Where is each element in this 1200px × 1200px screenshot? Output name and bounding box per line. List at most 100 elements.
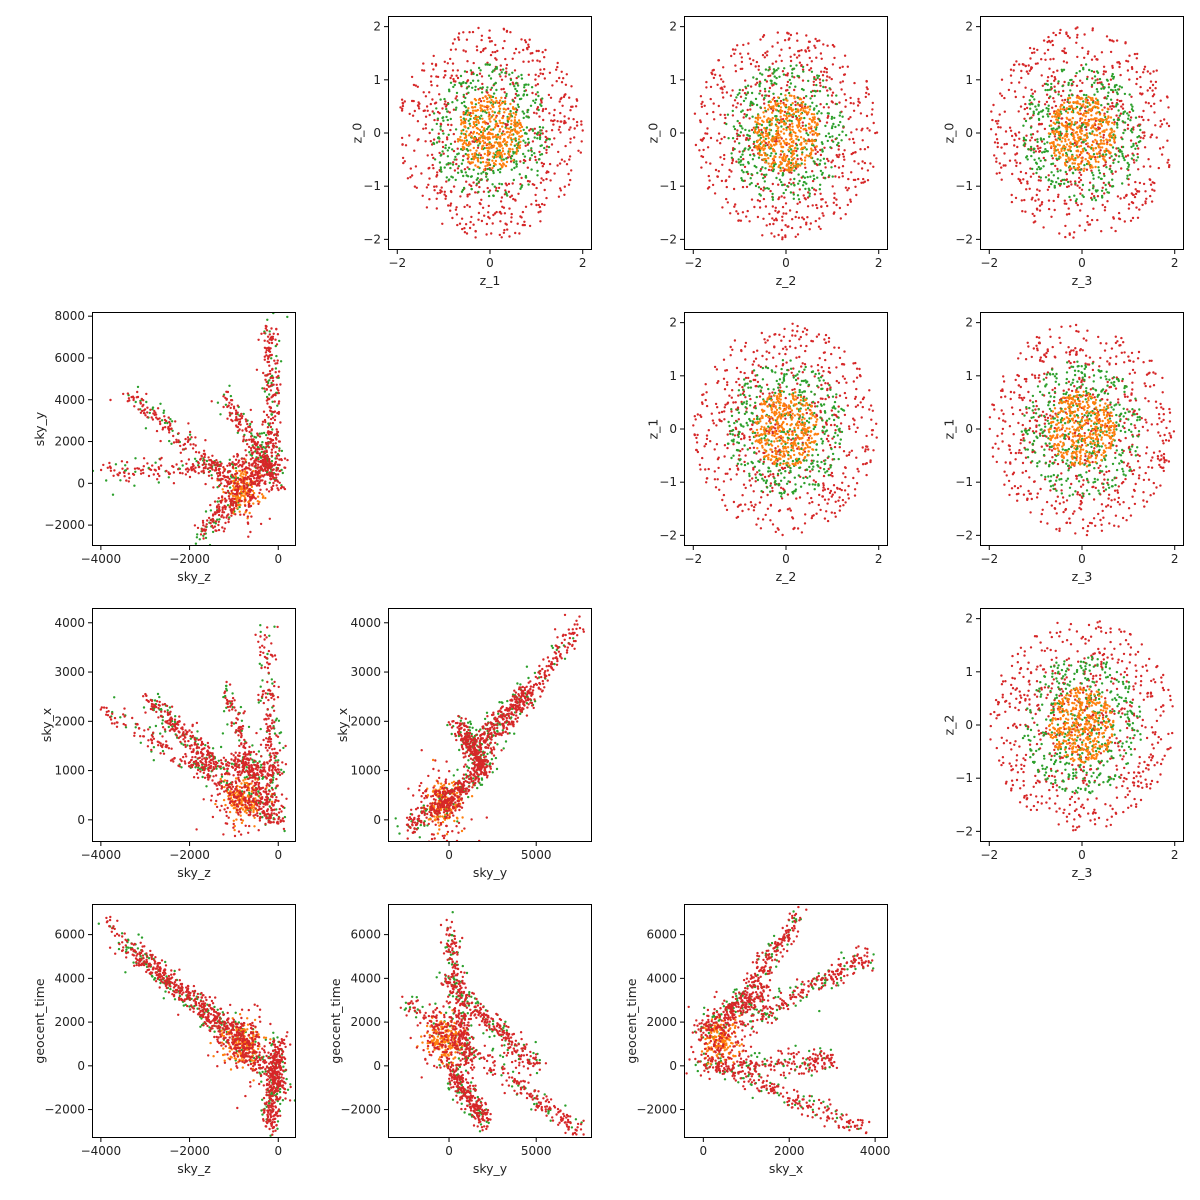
data-point <box>411 114 415 117</box>
data-point <box>780 149 783 153</box>
data-point <box>1100 119 1103 123</box>
data-point <box>1131 216 1135 220</box>
data-point <box>1062 89 1065 93</box>
data-point <box>850 171 853 174</box>
data-point <box>731 137 735 140</box>
data-point <box>1046 88 1050 92</box>
data-point <box>1127 117 1130 120</box>
data-point <box>456 171 460 174</box>
data-point <box>1159 125 1162 128</box>
data-point <box>493 212 497 215</box>
data-point <box>561 104 564 108</box>
data-point <box>1057 132 1061 136</box>
data-point <box>1056 143 1060 146</box>
data-point <box>1068 232 1071 235</box>
data-point <box>814 189 818 192</box>
data-point <box>764 94 767 97</box>
data-point <box>762 176 765 180</box>
data-point <box>568 158 571 161</box>
data-point <box>1113 140 1116 143</box>
data-point <box>276 404 279 407</box>
data-point <box>454 208 458 211</box>
data-point <box>1065 128 1069 131</box>
data-point <box>747 134 750 137</box>
data-point <box>1139 140 1142 143</box>
data-point <box>1087 111 1090 115</box>
data-point <box>808 56 811 60</box>
data-point <box>819 84 822 87</box>
data-point <box>1094 165 1097 169</box>
data-point <box>779 115 782 118</box>
data-point <box>752 76 755 79</box>
data-point <box>763 180 766 183</box>
data-point <box>791 125 794 128</box>
data-point <box>1112 161 1115 165</box>
data-point <box>575 120 579 124</box>
data-point <box>1072 80 1075 84</box>
data-point <box>1062 106 1066 109</box>
data-point <box>713 118 716 121</box>
data-point <box>481 160 485 164</box>
data-point <box>755 77 758 81</box>
data-point <box>523 83 526 87</box>
data-point <box>748 117 751 120</box>
data-point <box>799 126 803 130</box>
data-point <box>1013 144 1016 147</box>
data-point <box>1083 229 1087 232</box>
axes-frame <box>388 16 592 250</box>
data-point <box>1142 182 1146 186</box>
data-point <box>819 227 822 231</box>
data-point <box>725 122 728 126</box>
data-point <box>1030 51 1034 55</box>
data-point <box>1081 46 1084 50</box>
data-point <box>740 177 743 180</box>
data-point <box>1017 131 1021 134</box>
data-point <box>413 109 416 113</box>
data-point <box>830 117 833 121</box>
data-point <box>459 135 462 139</box>
data-point <box>513 52 516 55</box>
data-point <box>487 36 491 39</box>
data-point <box>1068 159 1071 162</box>
y-tick-label: 0 <box>373 126 381 140</box>
data-point <box>838 114 841 117</box>
data-point <box>833 165 837 168</box>
data-point <box>248 511 251 515</box>
data-point <box>501 47 505 50</box>
data-point <box>1052 127 1055 130</box>
data-point <box>806 175 809 179</box>
data-point <box>796 233 800 236</box>
data-point <box>773 81 776 85</box>
data-point <box>804 110 807 113</box>
data-points <box>989 26 1171 239</box>
data-point <box>1125 193 1128 197</box>
data-point <box>1105 147 1108 151</box>
data-point <box>524 205 528 208</box>
data-point <box>502 107 506 111</box>
data-point <box>527 137 530 141</box>
data-point <box>498 182 501 185</box>
data-point <box>484 136 487 139</box>
data-point <box>1128 78 1131 81</box>
data-point <box>481 145 484 148</box>
data-point <box>1004 130 1008 133</box>
data-point <box>486 154 489 157</box>
data-point <box>435 107 438 110</box>
data-point <box>502 206 506 209</box>
data-point <box>839 81 842 84</box>
data-point <box>536 106 540 109</box>
data-point <box>1086 75 1089 79</box>
data-point <box>742 116 745 119</box>
data-point <box>524 176 528 179</box>
data-point <box>1097 169 1101 172</box>
data-point <box>768 105 772 109</box>
data-point <box>437 132 440 135</box>
data-point <box>821 79 825 82</box>
data-point <box>492 169 495 173</box>
data-point <box>486 167 489 171</box>
data-point <box>464 111 468 115</box>
data-point <box>1070 110 1074 114</box>
data-point <box>476 159 480 162</box>
data-point <box>770 79 773 83</box>
data-point <box>763 96 766 100</box>
